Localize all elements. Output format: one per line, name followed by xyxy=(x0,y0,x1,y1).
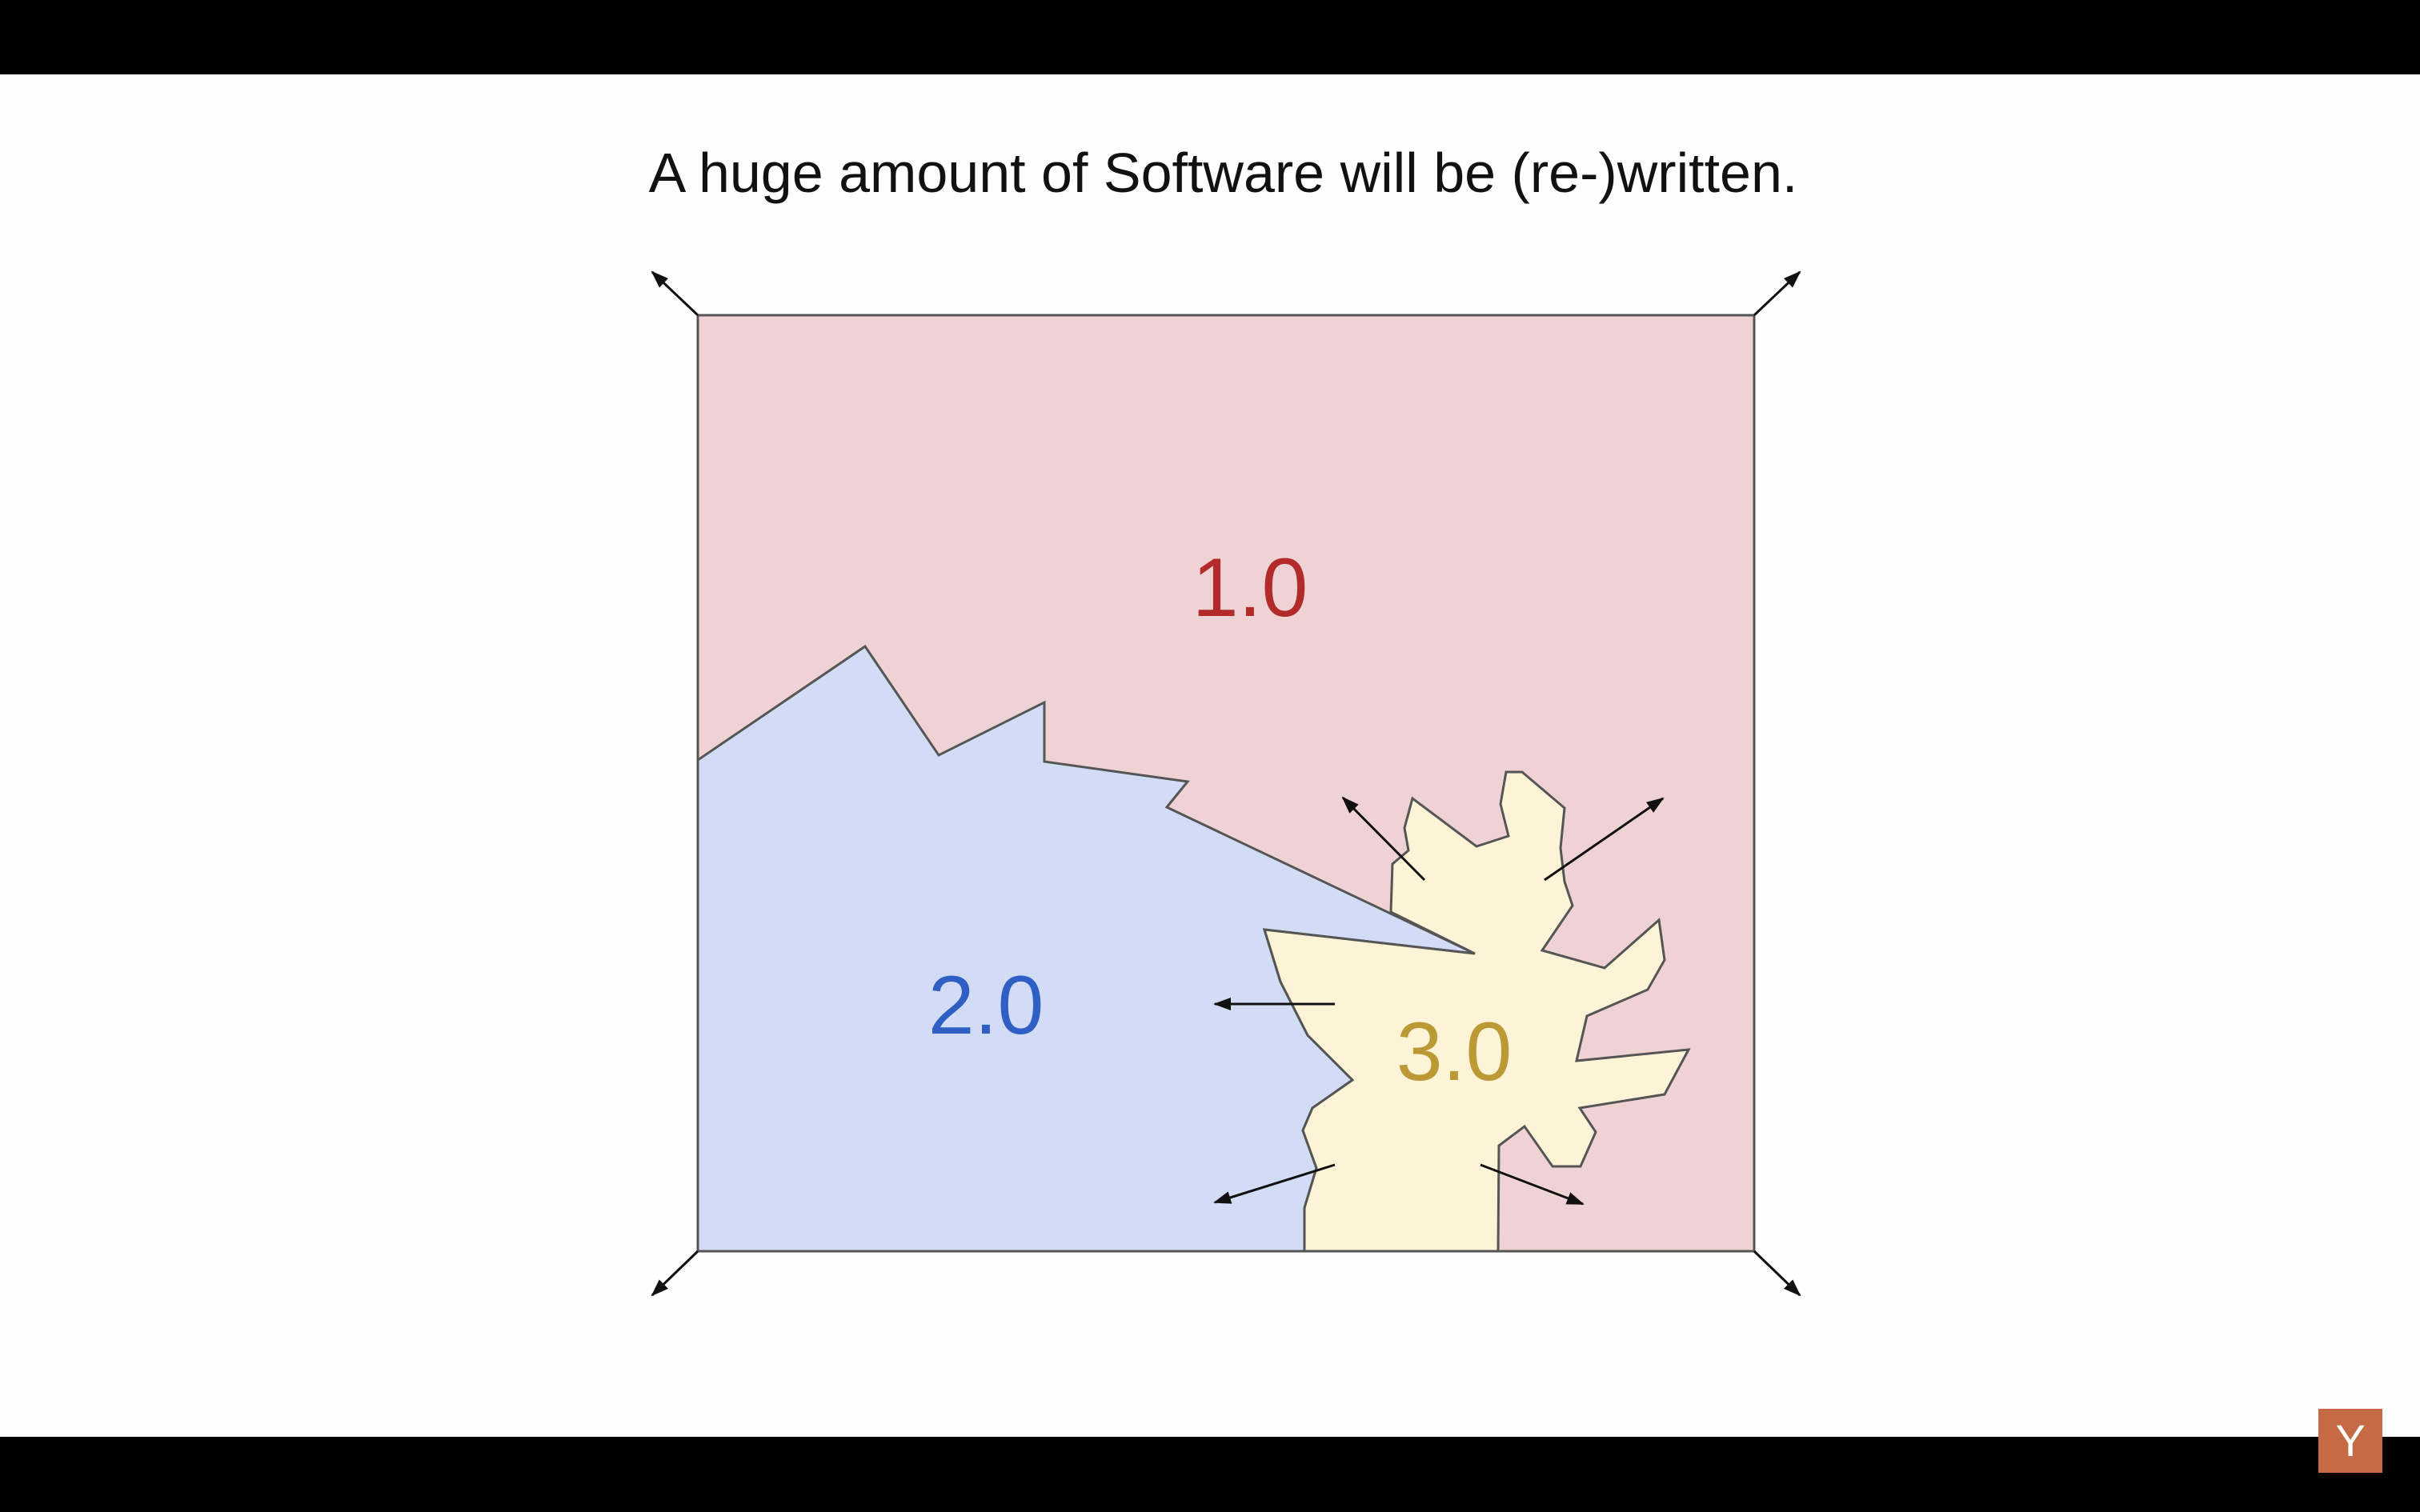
letterbox-bottom xyxy=(0,1437,2420,1512)
region-3-0 xyxy=(1262,770,1691,1253)
region-label-2-0: 2.0 xyxy=(928,959,1044,1052)
letterbox-top xyxy=(0,0,2420,74)
corner-arrow-top-left xyxy=(651,270,699,317)
region-label-1-0: 1.0 xyxy=(1192,542,1308,634)
growth-arrow-down-left xyxy=(1213,1163,1336,1204)
growth-arrow-up-left xyxy=(1341,796,1426,882)
corner-arrow-bottom-left xyxy=(651,1250,699,1297)
growth-arrow-up-right xyxy=(1544,797,1665,882)
region-label-3-0: 3.0 xyxy=(1396,1006,1512,1098)
corner-arrow-bottom-right xyxy=(1753,1250,1801,1297)
slide-title: A huge amount of Software will be (re-)w… xyxy=(648,142,1798,204)
corner-arrow-top-right xyxy=(1753,270,1801,317)
ycombinator-logo-icon: Y xyxy=(2318,1409,2382,1473)
growth-arrow-down-right xyxy=(1480,1163,1585,1206)
